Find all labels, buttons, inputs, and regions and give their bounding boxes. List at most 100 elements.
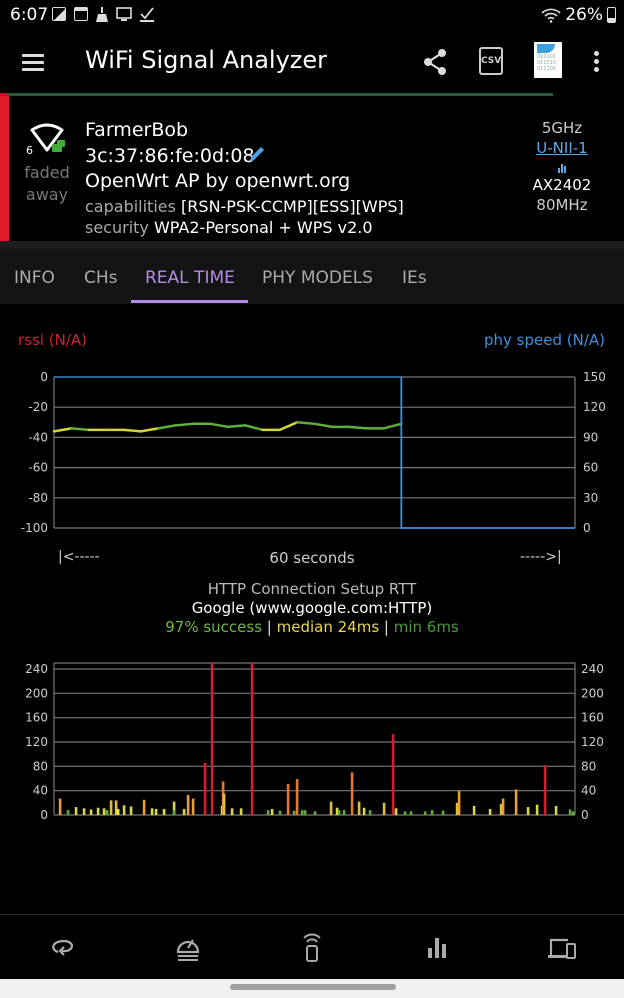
svg-text:120: 120 (25, 735, 48, 749)
menu-icon[interactable] (22, 54, 44, 71)
home-gesture-handle[interactable] (230, 984, 396, 990)
share-icon[interactable] (422, 48, 448, 76)
svg-text:40: 40 (581, 784, 596, 798)
rtt-min: min 6ms (393, 618, 459, 636)
svg-text:200: 200 (581, 686, 604, 700)
tab-ies[interactable]: IEs (402, 268, 427, 288)
rtt-stats: 97% success | median 24ms | min 6ms (0, 618, 624, 636)
rssi-legend: rssi (N/A) (18, 331, 87, 349)
app-title: WiFi Signal Analyzer (85, 46, 328, 74)
phy-speed-legend: phy speed (N/A) (484, 331, 605, 349)
csv-label: CSV (481, 56, 502, 66)
rtt-bar-chart: 240 240 200 200 160 160 120 120 80 80 40 40 0 0 (25, 662, 604, 822)
file-line: 011010 (537, 60, 557, 66)
active-tab-indicator (131, 300, 248, 303)
rssi-phy-chart: 0 150 -20 120 -40 90 -60 60 -80 30 -100 0 (21, 370, 606, 535)
wifi-signal-icon: 6 (26, 123, 65, 157)
divider (0, 241, 624, 249)
file-line: 011100 (537, 66, 557, 72)
cleaner-icon (96, 7, 108, 22)
signal-strength-stripe (0, 96, 9, 241)
connection-state: faded away (20, 162, 74, 206)
svg-text:-60: -60 (28, 461, 48, 475)
svg-text:30: 30 (583, 491, 598, 505)
bssid: 3c:37:86:fe:0d:08 (85, 145, 255, 167)
svg-text:160: 160 (25, 711, 48, 725)
window-duration: 60 seconds (269, 549, 355, 567)
bar-chart-icon[interactable] (423, 932, 451, 962)
security-label: security (85, 218, 149, 237)
notification-icons (52, 7, 154, 22)
band-group-link[interactable]: U-NII-1 (536, 139, 588, 157)
svg-text:-80: -80 (28, 491, 48, 505)
access-point-card[interactable]: 6 faded away FarmerBob 3c:37:86:fe:0d:08… (0, 96, 624, 241)
svg-text:200: 200 (25, 686, 48, 700)
svg-text:120: 120 (583, 400, 606, 414)
capabilities-value: [RSN-PSK-CCMP][ESS][WPS] (181, 197, 404, 216)
svg-text:90: 90 (583, 430, 598, 444)
monitor-icon (116, 7, 132, 21)
image-icon (52, 7, 66, 21)
check-icon (140, 7, 154, 22)
battery-percent: 26% (565, 5, 603, 25)
rotate-icon[interactable] (49, 932, 77, 962)
rtt-median: median 24ms (276, 618, 380, 636)
capabilities-label: capabilities (85, 197, 176, 216)
scan-progress-bar (8, 93, 553, 96)
svg-text:240: 240 (25, 662, 48, 676)
svg-text:40: 40 (33, 784, 48, 798)
capabilities: capabilities [RSN-PSK-CCMP][ESS][WPS] (85, 197, 404, 216)
tab-channels[interactable]: CHs (84, 268, 118, 288)
tab-bar: INFO CHs REAL TIME PHY MODELS IEs (0, 249, 624, 304)
rtt-target: Google (www.google.com:HTTP) (191, 599, 433, 617)
svg-text:80: 80 (581, 759, 596, 773)
tab-phy-models[interactable]: PHY MODELS (262, 268, 373, 288)
svg-text:0: 0 (583, 521, 591, 535)
tab-info[interactable]: INFO (14, 268, 55, 288)
svg-text:-20: -20 (28, 400, 48, 414)
svg-text:240: 240 (581, 662, 604, 676)
state-line2: away (25, 185, 69, 204)
window-left-marker: |<----- (58, 549, 100, 565)
tab-real-time[interactable]: REAL TIME (145, 268, 235, 288)
svg-text:0: 0 (40, 808, 48, 822)
more-options-icon[interactable] (594, 51, 600, 73)
svg-text:60: 60 (583, 461, 598, 475)
rtt-title: HTTP Connection Setup RTT (207, 580, 417, 598)
svg-text:120: 120 (581, 735, 604, 749)
binary-file-icon[interactable]: 010101 011010 011100 (534, 42, 562, 78)
status-right: 26% (541, 5, 616, 25)
svg-text:-100: -100 (21, 521, 48, 535)
ssid: FarmerBob (85, 119, 189, 141)
csv-export-icon[interactable]: CSV (479, 47, 503, 75)
separator: | (379, 618, 394, 636)
svg-text:6: 6 (26, 144, 33, 157)
svg-text:0: 0 (581, 808, 589, 822)
phone-signal-icon[interactable] (298, 932, 326, 962)
rtt-success: 97% success (165, 618, 263, 636)
devices-icon[interactable] (548, 932, 576, 962)
security-value: WPA2-Personal + WPS v2.0 (153, 218, 373, 237)
battery-icon (607, 7, 616, 23)
svg-text:80: 80 (33, 759, 48, 773)
scan-progress-start (0, 93, 8, 96)
calendar-icon (74, 7, 88, 21)
channel-usage-icon (522, 159, 602, 173)
speedometer-icon[interactable] (174, 932, 202, 962)
edit-pencil-icon[interactable] (248, 145, 266, 163)
file-line: 010101 (537, 54, 557, 60)
ap-model: AX2402 (532, 176, 592, 194)
vendor: OpenWrt AP by openwrt.org (85, 170, 351, 192)
state-line1: faded (24, 163, 70, 182)
separator: | (262, 618, 277, 636)
svg-text:150: 150 (583, 370, 606, 384)
svg-text:-40: -40 (28, 430, 48, 444)
app-bar: WiFi Signal Analyzer CSV 010101 011010 0… (0, 32, 624, 94)
svg-text:0: 0 (40, 370, 48, 384)
bottom-divider (0, 914, 624, 915)
security: security WPA2-Personal + WPS v2.0 (85, 218, 373, 237)
band-info: 5GHz U-NII-1 AX2402 80MHz (522, 118, 602, 215)
band: 5GHz (541, 119, 583, 137)
wifi-icon (541, 8, 561, 23)
status-time: 6:07 (10, 5, 49, 25)
